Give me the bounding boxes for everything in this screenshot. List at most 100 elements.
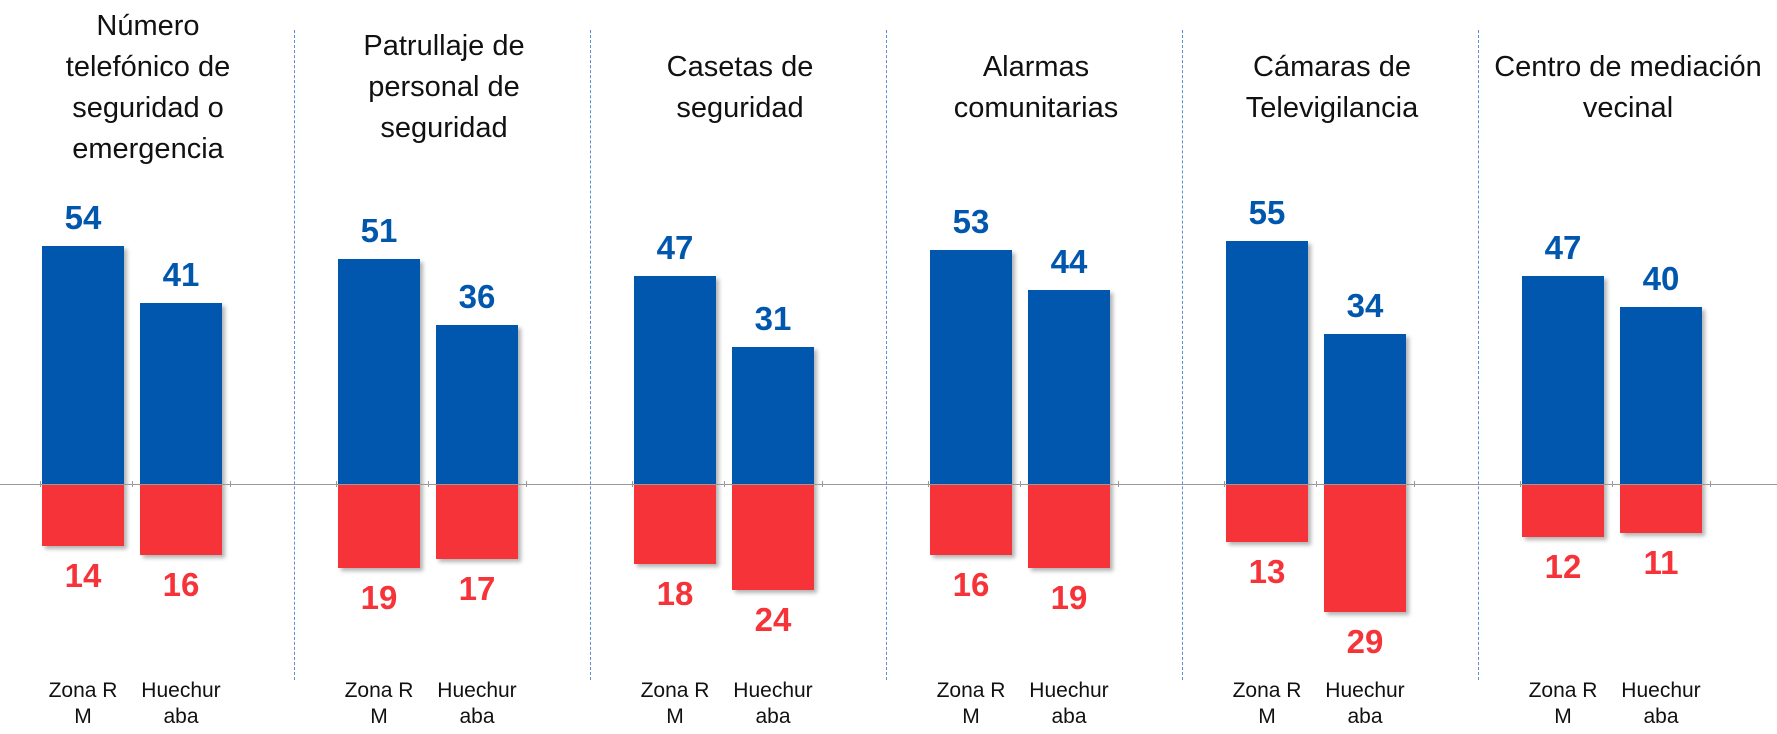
panel-title: Patrullaje de personal de seguridad [363, 30, 525, 144]
value-label: 12 [1544, 548, 1582, 586]
category-label: Zona RM [48, 679, 118, 728]
axis-tick [40, 481, 41, 488]
separator [886, 30, 887, 680]
panel-title: Casetas de seguridad [666, 50, 814, 124]
axis-tick [230, 481, 231, 488]
category-label: Huechuraba [1325, 679, 1405, 728]
category-label: Zona RM [344, 679, 414, 728]
axis-tick [632, 481, 633, 488]
panel-title-box: Patrullaje de personal de seguridad [296, 0, 592, 175]
value-label: 19 [1050, 579, 1088, 617]
bar [732, 484, 814, 591]
value-label: 44 [1050, 242, 1088, 280]
bar [436, 325, 518, 485]
axis-tick [1020, 481, 1021, 488]
category-label: Zona RM [1528, 679, 1598, 728]
value-label: 14 [64, 557, 102, 595]
panel: Casetas de seguridad Zona RM Huechuraba 47 3… [592, 0, 888, 734]
category-label: Huechuraba [1029, 679, 1109, 728]
value-label: 18 [656, 574, 694, 612]
category-label: Huechuraba [437, 679, 517, 728]
bar [634, 276, 716, 485]
panel-title-box: Alarmas comunitarias [888, 0, 1184, 175]
category-label: Huechuraba [141, 679, 221, 728]
bar [930, 484, 1012, 555]
category-label: Zona RM [1232, 679, 1302, 728]
panel: Centro de mediación vecinal Zona RM Huechu… [1480, 0, 1776, 734]
value-label: 55 [1248, 194, 1286, 232]
value-label: 17 [458, 570, 496, 608]
bar [634, 484, 716, 564]
bar [42, 484, 124, 547]
panel: Número telefónico de seguridad o emergen… [0, 0, 296, 734]
panel-title: Alarmas comunitarias [953, 50, 1119, 124]
value-label: 13 [1248, 552, 1286, 590]
bar [140, 484, 222, 555]
panel: Cámaras de Televigilancia Zona RM Huechura… [1184, 0, 1480, 734]
axis-tick [1118, 481, 1119, 488]
category-label: Huechuraba [733, 679, 813, 728]
bar [1226, 241, 1308, 485]
category-label: Zona RM [936, 679, 1006, 728]
bar [1324, 484, 1406, 613]
panel-title-box: Centro de mediación vecinal [1480, 0, 1776, 175]
axis-tick [1612, 481, 1613, 488]
bar [338, 258, 420, 485]
zero-line [0, 484, 1777, 486]
bar [1522, 276, 1604, 485]
axis-tick [132, 481, 133, 488]
value-label: 16 [952, 565, 990, 603]
separator [590, 30, 591, 680]
value-label: 53 [952, 202, 990, 240]
value-label: 47 [656, 229, 694, 267]
panel-title: Cámaras de Televigilancia [1245, 50, 1419, 124]
value-label: 34 [1346, 286, 1384, 324]
axis-tick [822, 481, 823, 488]
axis-tick [928, 481, 929, 488]
value-label: 31 [754, 300, 792, 338]
axis-tick [1316, 481, 1317, 488]
panel-title: Centro de mediación vecinal [1494, 50, 1762, 124]
axis-tick [724, 481, 725, 488]
value-label: 16 [162, 565, 200, 603]
bar [1226, 484, 1308, 542]
bar [338, 484, 420, 569]
separator [294, 30, 295, 680]
value-label: 11 [1643, 543, 1679, 581]
panel-title-box: Casetas de seguridad [592, 0, 888, 175]
value-label: 47 [1544, 229, 1582, 267]
panel: Patrullaje de personal de seguridad Zona … [296, 0, 592, 734]
bar [42, 245, 124, 485]
separator [1478, 30, 1479, 680]
panel: Alarmas comunitarias Zona RM Huechuraba 53 4… [888, 0, 1184, 734]
axis-tick [1224, 481, 1225, 488]
value-label: 19 [360, 579, 398, 617]
value-label: 24 [754, 601, 792, 639]
panel-title-box: Cámaras de Televigilancia [1184, 0, 1480, 175]
category-label: Zona RM [640, 679, 710, 728]
bar [1028, 484, 1110, 569]
bar [1620, 484, 1702, 533]
value-label: 54 [64, 198, 102, 236]
category-label: Huechuraba [1621, 679, 1701, 728]
bar [732, 347, 814, 485]
bar [140, 302, 222, 485]
bar [1620, 307, 1702, 485]
value-label: 36 [458, 278, 496, 316]
value-label: 29 [1346, 623, 1384, 661]
axis-tick [1414, 481, 1415, 488]
axis-tick [526, 481, 527, 488]
axis-tick [428, 481, 429, 488]
value-label: 40 [1642, 260, 1680, 298]
value-label: 41 [162, 255, 200, 293]
bar [1028, 289, 1110, 485]
bar [1522, 484, 1604, 538]
bar [930, 249, 1012, 485]
axis-tick [1710, 481, 1711, 488]
axis-tick [336, 481, 337, 488]
panel-title: Número telefónico de seguridad o emergen… [65, 9, 231, 165]
panel-title-box: Número telefónico de seguridad o emergen… [0, 0, 296, 175]
bar [436, 484, 518, 560]
separator [1182, 30, 1183, 680]
